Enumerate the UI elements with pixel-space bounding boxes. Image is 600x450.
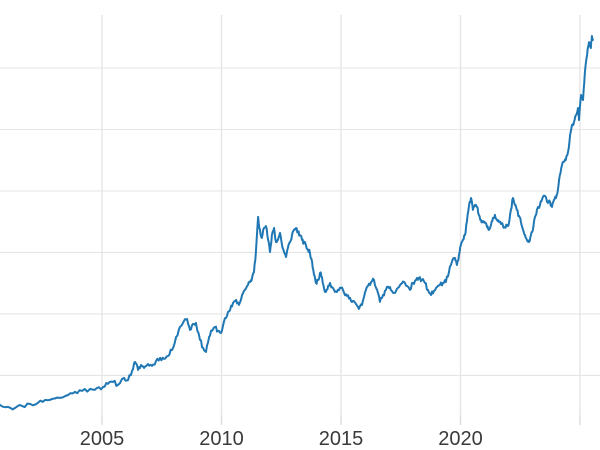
x-tick-label: 2005	[80, 428, 125, 450]
x-tick-label: 2020	[438, 428, 483, 450]
x-tick-label: 2010	[199, 428, 244, 450]
price-line	[0, 35, 594, 411]
x-tick-label: 2015	[319, 428, 364, 450]
x-axis-tick-labels: 2005 2010 2015 2020	[80, 428, 483, 450]
gridlines	[0, 15, 600, 425]
